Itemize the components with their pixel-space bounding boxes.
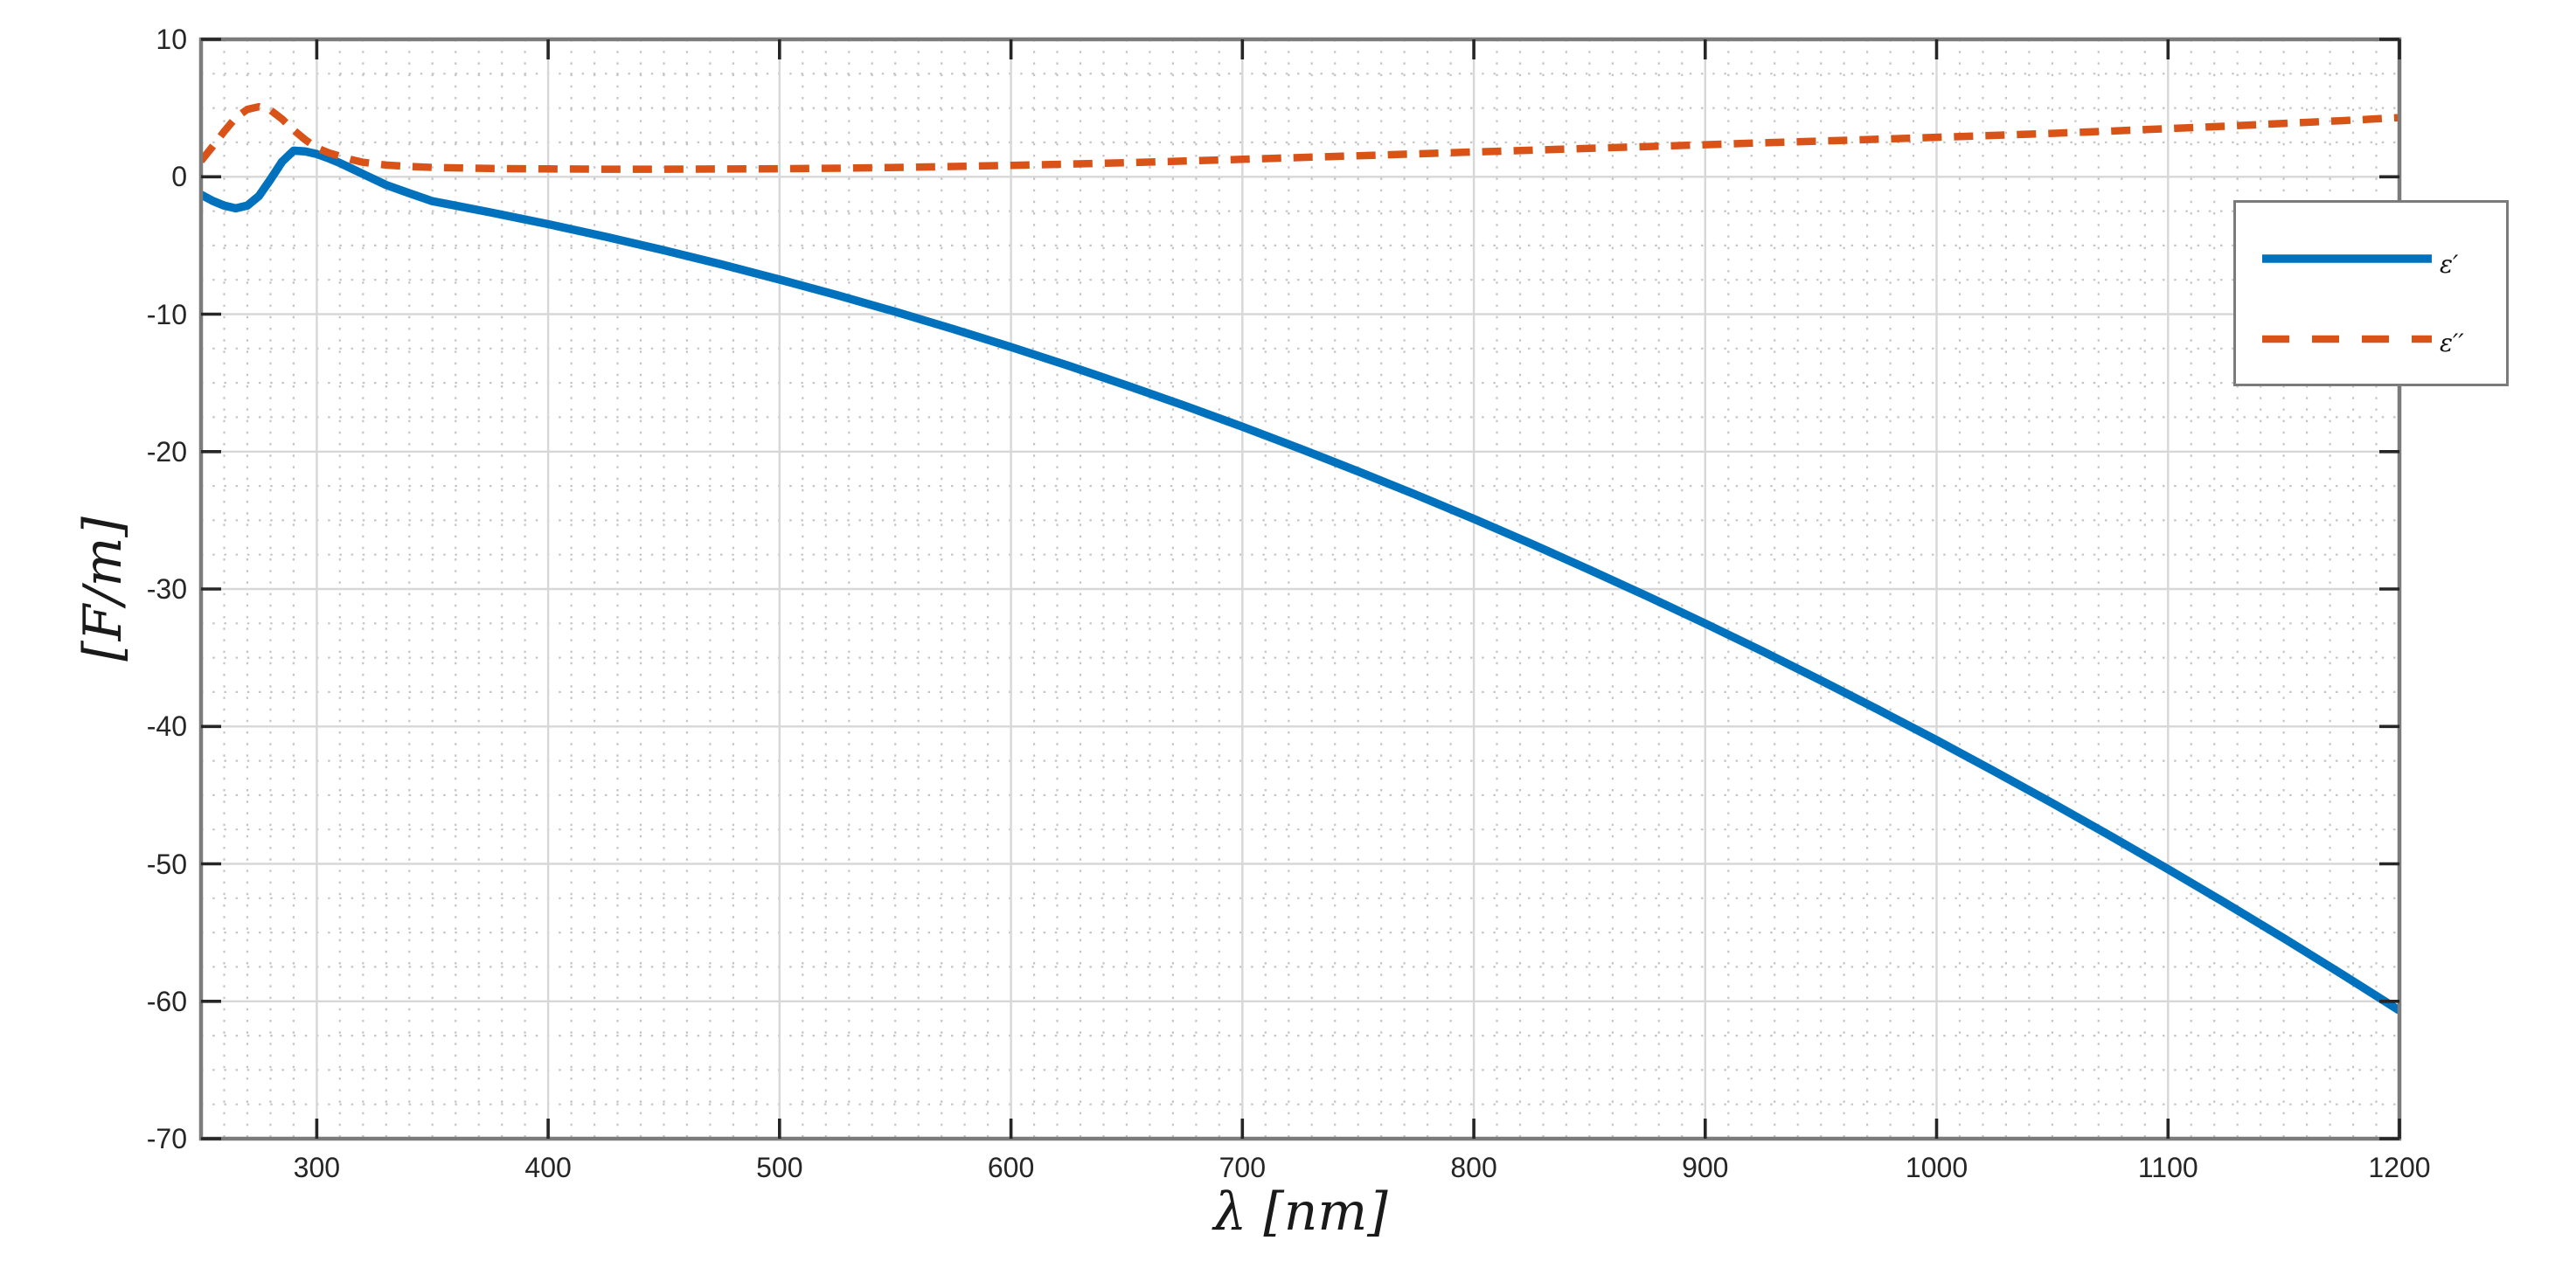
legend-line-sample-dashed — [2262, 335, 2432, 343]
x-tick-label: 300 — [293, 1152, 341, 1183]
legend-label-eps-real: ε′ — [2440, 250, 2459, 279]
x-axis-label: λ [nm] — [1213, 1182, 1388, 1243]
y-tick-label: -50 — [146, 848, 187, 880]
y-tick-label: -20 — [146, 435, 187, 468]
legend-label-eps-imag: ε′′ — [2440, 329, 2464, 357]
y-tick-label: -40 — [146, 710, 187, 743]
x-tick-label: 700 — [1219, 1152, 1266, 1183]
x-tick-label: 800 — [1450, 1152, 1497, 1183]
x-tick-label: 1000 — [1905, 1152, 1968, 1183]
y-tick-label: -60 — [146, 985, 187, 1017]
legend-line-sample-solid — [2262, 254, 2432, 263]
x-tick-label: 1200 — [2368, 1152, 2431, 1183]
series-line-0 — [200, 146, 2400, 1015]
x-tick-label: 600 — [987, 1152, 1035, 1183]
legend: ε′ ε′′ — [2233, 200, 2509, 386]
y-axis-label: [F/m] — [73, 516, 134, 662]
y-tick-label: 0 — [171, 161, 187, 193]
x-tick-label: 400 — [524, 1152, 572, 1183]
x-tick-label: 500 — [756, 1152, 803, 1183]
x-tick-label: 1100 — [2137, 1152, 2198, 1183]
series-line-1 — [200, 102, 2400, 173]
y-tick-label: -70 — [146, 1123, 187, 1154]
y-tick-label: 10 — [156, 24, 187, 55]
x-tick-label: 900 — [1682, 1152, 1729, 1183]
y-tick-label: -10 — [146, 298, 187, 330]
major-grid — [201, 39, 2399, 1139]
y-tick-label: -30 — [146, 573, 187, 605]
